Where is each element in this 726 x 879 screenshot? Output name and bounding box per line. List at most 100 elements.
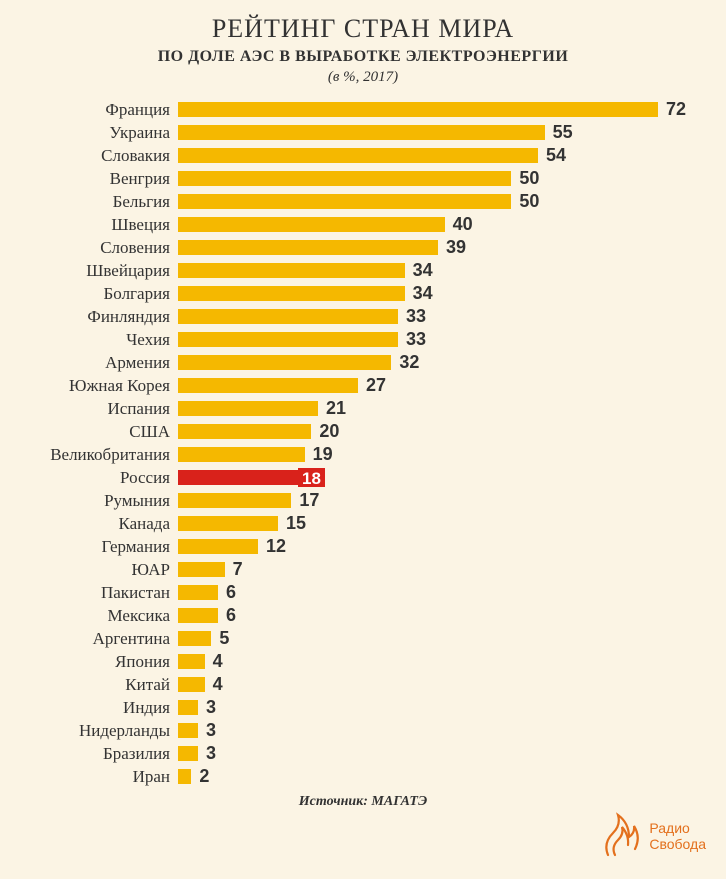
bar-value: 50 (519, 191, 539, 212)
bar-row: Мексика6 (0, 604, 696, 627)
country-label: Китай (0, 675, 178, 695)
bar-row: Румыния17 (0, 489, 696, 512)
bar-area: 18 (178, 468, 696, 487)
bar (178, 309, 398, 324)
bar (178, 470, 298, 485)
bar (178, 746, 198, 761)
chart-title: РЕЙТИНГ СТРАН МИРА (0, 14, 726, 44)
bar-area: 54 (178, 145, 696, 166)
bar-value: 34 (413, 260, 433, 281)
bar-area: 3 (178, 697, 696, 718)
bar-value: 7 (233, 559, 243, 580)
bar (178, 723, 198, 738)
publisher-logo: Радио Свобода (591, 809, 706, 863)
country-label: Южная Корея (0, 376, 178, 396)
bar-area: 7 (178, 559, 696, 580)
bar-value: 21 (326, 398, 346, 419)
bar-row: Япония4 (0, 650, 696, 673)
bar (178, 608, 218, 623)
bar (178, 378, 358, 393)
bar (178, 424, 311, 439)
bar-value: 5 (219, 628, 229, 649)
bar-row: Индия 3 (0, 696, 696, 719)
bar-value: 50 (519, 168, 539, 189)
bar-row: Южная Корея 27 (0, 374, 696, 397)
bar-row: Швейцария34 (0, 259, 696, 282)
bar-value: 17 (299, 490, 319, 511)
country-label: Финляндия (0, 307, 178, 327)
country-label: Венгрия (0, 169, 178, 189)
bar (178, 654, 205, 669)
country-label: Индия (0, 698, 178, 718)
bar-row: Бразилия3 (0, 742, 696, 765)
bar (178, 217, 445, 232)
bar-row: Нидерланды 3 (0, 719, 696, 742)
bar-row: Россия18 (0, 466, 696, 489)
bar (178, 125, 545, 140)
bar-area: 6 (178, 582, 696, 603)
country-label: Россия (0, 468, 178, 488)
bar-row: Бельгия50 (0, 190, 696, 213)
bar-area: 21 (178, 398, 696, 419)
bar (178, 332, 398, 347)
bar-value: 34 (413, 283, 433, 304)
bar-value: 33 (406, 329, 426, 350)
bar-area: 3 (178, 743, 696, 764)
bar-value: 12 (266, 536, 286, 557)
bar-value: 2 (199, 766, 209, 787)
bar-row: Болгария34 (0, 282, 696, 305)
bar-row: Швеция40 (0, 213, 696, 236)
bar-row: Китай4 (0, 673, 696, 696)
bar-row: Аргентина5 (0, 627, 696, 650)
bar-area: 5 (178, 628, 696, 649)
bar-value: 32 (399, 352, 419, 373)
bar-row: Германия 12 (0, 535, 696, 558)
country-label: Германия (0, 537, 178, 557)
bar-row: Великобритания19 (0, 443, 696, 466)
bar-area: 4 (178, 674, 696, 695)
bar-value: 54 (546, 145, 566, 166)
bar-row: США20 (0, 420, 696, 443)
bar-chart: Франция72Украина55Словакия54Венгрия50Бел… (0, 98, 726, 788)
publisher-name: Радио Свобода (649, 820, 706, 852)
bar-area: 50 (178, 191, 696, 212)
bar-area: 2 (178, 766, 696, 787)
bar-value: 27 (366, 375, 386, 396)
bar-value: 3 (206, 743, 216, 764)
bar (178, 401, 318, 416)
source-name: МАГАТЭ (371, 794, 427, 809)
bar-value: 3 (206, 720, 216, 741)
bar-value: 6 (226, 582, 236, 603)
chart-subtitle: ПО ДОЛЕ АЭС В ВЫРАБОТКЕ ЭЛЕКТРОЭНЕРГИИ (0, 48, 726, 66)
country-label: Япония (0, 652, 178, 672)
bar-area: 12 (178, 536, 696, 557)
chart-source: Источник: МАГАТЭ (0, 794, 726, 810)
chart-unit: (в %, 2017) (0, 69, 726, 86)
bar-area: 72 (178, 99, 696, 120)
country-label: Пакистан (0, 583, 178, 603)
bar-value: 3 (206, 697, 216, 718)
bar (178, 700, 198, 715)
bar-area: 32 (178, 352, 696, 373)
bar (178, 493, 291, 508)
country-label: Словения (0, 238, 178, 258)
bar-area: 17 (178, 490, 696, 511)
bar (178, 355, 391, 370)
bar-value: 33 (406, 306, 426, 327)
bar-row: Пакистан 6 (0, 581, 696, 604)
bar (178, 539, 258, 554)
country-label: Нидерланды (0, 721, 178, 741)
country-label: США (0, 422, 178, 442)
country-label: Армения (0, 353, 178, 373)
bar (178, 148, 538, 163)
country-label: Франция (0, 100, 178, 120)
bar (178, 194, 511, 209)
country-label: Украина (0, 123, 178, 143)
source-prefix: Источник: (299, 794, 372, 809)
bar-area: 27 (178, 375, 696, 396)
bar-row: Франция72 (0, 98, 696, 121)
bar-area: 19 (178, 444, 696, 465)
bar-area: 33 (178, 329, 696, 350)
bar (178, 263, 405, 278)
bar (178, 677, 205, 692)
